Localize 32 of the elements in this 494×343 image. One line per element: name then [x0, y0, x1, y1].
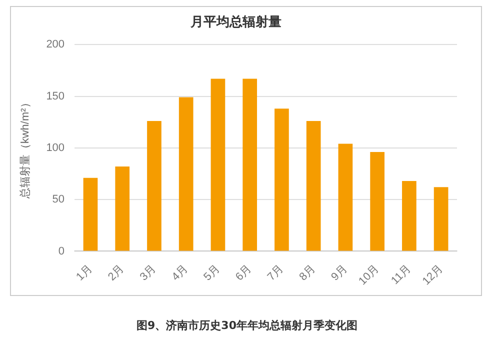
x-tick-label: 10月 — [356, 262, 382, 288]
bar — [83, 178, 98, 251]
x-tick-label: 5月 — [202, 262, 222, 284]
y-tick-label: 0 — [58, 245, 65, 258]
x-tick-label: 8月 — [297, 262, 318, 284]
x-tick-label: 2月 — [106, 262, 127, 284]
x-tick-label: 12月 — [420, 262, 446, 288]
bar — [370, 152, 384, 251]
bar — [274, 108, 289, 251]
x-tick-label: 3月 — [138, 262, 158, 284]
caption: 图9、济南市历史30年年均总辐射月季变化图 — [136, 318, 358, 333]
x-tick-label: 9月 — [329, 262, 350, 284]
bar — [242, 78, 258, 251]
bar — [402, 180, 416, 251]
x-tick-label: 11月 — [389, 262, 414, 288]
y-tick-label: 200 — [46, 38, 65, 51]
y-axis-title: 总辐射量（kwh/m²） — [18, 97, 32, 200]
chart-title: 月平均总辐射量 — [190, 14, 282, 30]
y-tick-label: 50 — [52, 194, 65, 206]
x-tick-label: 4月 — [170, 262, 190, 284]
y-tick-label: 100 — [46, 142, 65, 154]
bar — [178, 97, 194, 251]
bar — [338, 144, 353, 251]
bar — [210, 78, 226, 251]
bar — [434, 187, 448, 251]
x-tick-label: 7月 — [265, 262, 286, 284]
y-tick-label: 150 — [46, 90, 65, 102]
x-tick-label: 6月 — [234, 262, 254, 284]
bar — [147, 121, 162, 251]
bar — [115, 166, 130, 251]
bar — [306, 121, 321, 251]
x-tick-label: 1月 — [74, 262, 95, 284]
